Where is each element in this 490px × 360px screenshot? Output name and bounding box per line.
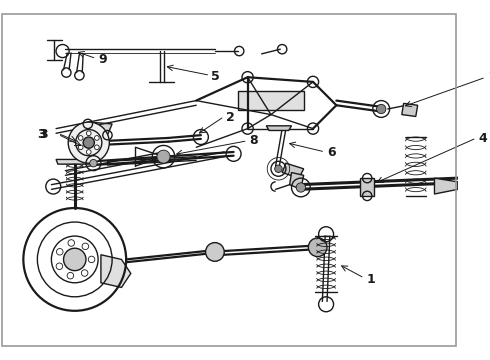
Circle shape [157, 150, 170, 163]
Circle shape [275, 165, 282, 172]
Circle shape [95, 145, 99, 150]
Polygon shape [266, 126, 292, 130]
Circle shape [67, 273, 74, 279]
Polygon shape [290, 172, 304, 189]
Polygon shape [282, 163, 304, 178]
Circle shape [68, 122, 109, 163]
Polygon shape [56, 159, 94, 164]
Text: 6: 6 [327, 147, 336, 159]
Circle shape [90, 159, 97, 167]
Circle shape [86, 150, 91, 154]
Circle shape [86, 131, 91, 136]
Text: 8: 8 [249, 134, 258, 147]
Circle shape [376, 104, 386, 114]
Circle shape [82, 243, 89, 249]
Polygon shape [360, 178, 374, 196]
Circle shape [78, 145, 83, 150]
Circle shape [88, 256, 95, 263]
Circle shape [308, 238, 327, 257]
Polygon shape [76, 122, 112, 138]
Text: 3: 3 [39, 128, 48, 141]
Polygon shape [435, 178, 458, 194]
Circle shape [56, 248, 63, 255]
Circle shape [296, 183, 306, 192]
Circle shape [68, 240, 74, 246]
Circle shape [64, 248, 86, 271]
Polygon shape [101, 255, 131, 287]
Text: 4: 4 [478, 132, 487, 145]
Text: 9: 9 [98, 53, 107, 66]
Circle shape [81, 270, 88, 276]
Text: 5: 5 [211, 70, 220, 83]
Text: 1: 1 [366, 273, 375, 285]
Text: 7: 7 [488, 71, 490, 84]
Circle shape [83, 137, 95, 148]
Circle shape [56, 263, 63, 270]
Circle shape [78, 136, 83, 140]
Circle shape [206, 243, 224, 261]
Text: 2: 2 [226, 111, 235, 124]
Circle shape [95, 136, 99, 140]
Polygon shape [402, 103, 417, 117]
Text: 3: 3 [37, 128, 46, 141]
Polygon shape [238, 91, 304, 110]
